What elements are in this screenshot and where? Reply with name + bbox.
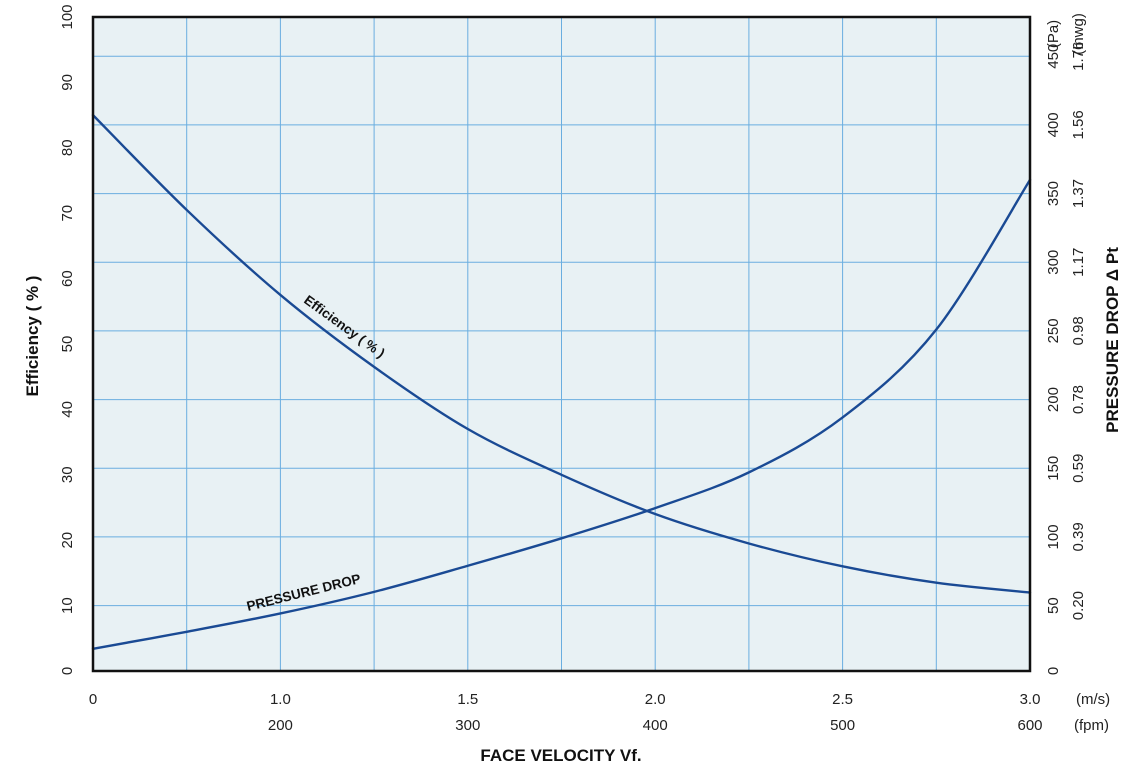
- y-left-tick-label: 80: [59, 139, 76, 156]
- y-right-pa-tick-label: 250: [1045, 318, 1062, 343]
- y-left-tick-label: 90: [59, 74, 76, 91]
- y-right-pa-unit: (Pa): [1045, 20, 1062, 48]
- y-right-pa-tick-label: 300: [1045, 250, 1062, 275]
- x-fpm-tick-label: 300: [455, 717, 480, 734]
- x-axis-title: FACE VELOCITY Vf.: [480, 746, 641, 765]
- y-right-inwg-tick-label: 0.78: [1070, 385, 1087, 414]
- x-fpm-unit: (fpm): [1074, 717, 1109, 734]
- y-right-pa-tick-label: 450: [1045, 44, 1062, 69]
- y-right-inwg-tick-label: 0.39: [1070, 522, 1087, 551]
- x-ms-tick-label: 3.0: [1020, 691, 1041, 708]
- y-right-inwg-tick-label: 1.37: [1070, 179, 1087, 208]
- y-right-inwg-unit: (Inwg): [1070, 13, 1087, 55]
- y-right-pa-tick-label: 350: [1045, 181, 1062, 206]
- y-right-inwg-tick-label: 1.56: [1070, 110, 1087, 139]
- y-right-inwg-tick-label: 0.59: [1070, 454, 1087, 483]
- y-left-tick-label: 20: [59, 532, 76, 549]
- x-ms-tick-label: 1.5: [457, 691, 478, 708]
- y-right-pa-tick-label: 400: [1045, 112, 1062, 137]
- y-right-pa-tick-label: 150: [1045, 456, 1062, 481]
- x-ms-tick-label: 1.0: [270, 691, 291, 708]
- x-ms-tick-label: 0: [89, 691, 97, 708]
- curves: [91, 113, 1032, 650]
- y-right-inwg-tick-label: 0.98: [1070, 316, 1087, 345]
- y-left-tick-label: 30: [59, 466, 76, 483]
- x-ms-tick-label: 2.5: [832, 691, 853, 708]
- y-right-pa-tick-label: 0: [1045, 667, 1062, 675]
- x-ms-unit: (m/s): [1076, 691, 1110, 708]
- x-fpm-tick-label: 600: [1017, 717, 1042, 734]
- y-right-pa-tick-label: 50: [1045, 597, 1062, 614]
- tick-labels: 0 10 20 30 40 50 60 70 80 90 100 0 50 100 150 200 250 300…: [59, 4, 1110, 734]
- y-left-tick-label: 70: [59, 205, 76, 222]
- y-axis-left-title: Efficiency ( % ): [23, 276, 42, 397]
- y-left-tick-label: 100: [59, 4, 76, 29]
- x-fpm-tick-label: 500: [830, 717, 855, 734]
- y-left-tick-label: 60: [59, 270, 76, 287]
- y-right-inwg-tick-label: 1.17: [1070, 248, 1087, 277]
- pressure-drop-curve: [91, 178, 1032, 650]
- y-left-tick-label: 50: [59, 336, 76, 353]
- grid-lines: [93, 17, 1030, 671]
- y-right-inwg-tick-label: 1.76: [1070, 42, 1087, 71]
- y-right-pa-tick-label: 100: [1045, 524, 1062, 549]
- plot-frame: [91, 15, 1032, 673]
- y-right-pa-tick-label: 200: [1045, 387, 1062, 412]
- y-right-inwg-tick-label: 0.20: [1070, 591, 1087, 620]
- y-axis-right-title: PRESSURE DROP Δ Pt: [1103, 247, 1122, 433]
- axis-titles: Efficiency ( % ) PRESSURE DROP Δ Pt FACE…: [23, 247, 1122, 765]
- y-left-tick-label: 10: [59, 597, 76, 614]
- x-fpm-tick-label: 200: [268, 717, 293, 734]
- y-left-tick-label: 40: [59, 401, 76, 418]
- x-ms-tick-label: 2.0: [645, 691, 666, 708]
- x-fpm-tick-label: 400: [643, 717, 668, 734]
- y-left-tick-label: 0: [59, 667, 76, 675]
- efficiency-curve: [91, 113, 1032, 594]
